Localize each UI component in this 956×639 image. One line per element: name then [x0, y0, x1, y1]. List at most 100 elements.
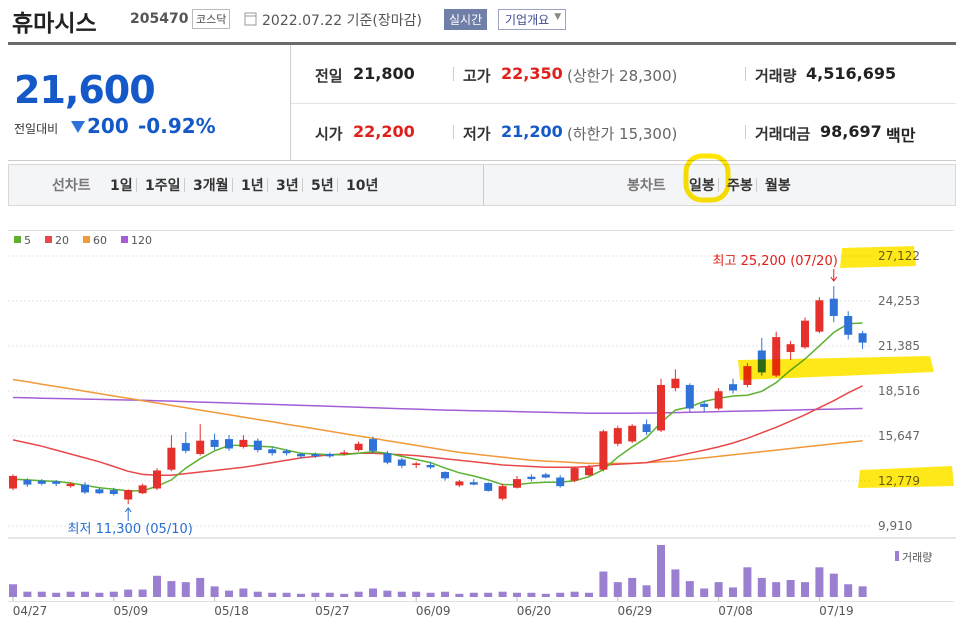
candle-body — [642, 424, 651, 433]
x-tick-label: 05/27 — [315, 604, 350, 618]
period-tab[interactable]: 3개월 — [193, 178, 229, 194]
quote-label: 거래대금 — [755, 125, 811, 143]
realtime-button[interactable]: 실시간 — [444, 9, 488, 30]
volume-bar — [9, 584, 17, 597]
candle-body — [786, 344, 795, 353]
candle-body — [657, 384, 665, 431]
x-tick-label: 07/08 — [718, 604, 753, 618]
toolbar — [8, 164, 956, 206]
candle-body — [844, 315, 853, 335]
candle-body — [498, 486, 507, 499]
volume-bar — [397, 591, 406, 597]
moving-average-line — [12, 322, 863, 492]
candle-body — [441, 472, 449, 479]
quote-separator — [745, 125, 746, 139]
dropdown-arrow: ▼ — [554, 12, 562, 22]
x-tick-label: 07/19 — [819, 604, 854, 618]
candle-body — [685, 384, 694, 409]
header-rule — [8, 42, 956, 45]
volume-bar — [642, 585, 651, 597]
candle-tab[interactable]: 월봉 — [765, 178, 791, 194]
legend-label: 5 — [24, 234, 31, 247]
quote-value: 4,516,695 — [806, 64, 897, 83]
quote-label: 저가 — [463, 125, 491, 143]
candle-chart-label: 봉차트 — [627, 178, 666, 194]
volume-bar — [412, 591, 421, 597]
candle-body — [81, 484, 89, 493]
x-tick-label: 06/29 — [618, 604, 653, 618]
quote-note: (상한가 28,300) — [567, 67, 678, 85]
date-text: 2022.07.22 기준(장마감) — [262, 13, 422, 29]
toolbar-divider — [483, 165, 484, 205]
volume-bar — [541, 593, 550, 597]
volume-bar — [52, 592, 61, 597]
candle-body — [628, 425, 637, 442]
price-change: 200 — [87, 114, 129, 138]
moving-average-line — [12, 396, 863, 414]
period-tab[interactable]: 5년 — [311, 178, 334, 194]
candle-body — [37, 480, 46, 484]
tab-separator — [267, 178, 268, 192]
volume-bar — [786, 580, 795, 597]
legend-label: 거래량 — [902, 551, 932, 564]
y-tick-label: 12,779 — [878, 474, 920, 488]
quote-separator — [453, 125, 454, 139]
company-info-button[interactable]: 기업개요 ▼ — [498, 9, 567, 30]
quote-value: 21,200 — [501, 122, 563, 141]
low-annotation: 최저 11,300 (05/10) — [68, 522, 193, 537]
candle-body — [757, 350, 766, 373]
stock-code: 205470 — [130, 11, 189, 27]
stock-name: 휴마시스 — [12, 11, 97, 37]
y-tick-label: 21,385 — [878, 339, 920, 353]
volume-bar — [354, 591, 363, 597]
quote-label: 고가 — [463, 67, 491, 85]
x-tick-label: 04/27 — [13, 604, 48, 618]
tab-separator — [756, 178, 757, 192]
volume-bar — [484, 592, 493, 597]
x-tick-label: 05/18 — [214, 604, 249, 618]
volume-bar — [253, 591, 262, 597]
legend-swatch — [83, 236, 90, 243]
tab-separator — [136, 178, 137, 192]
quote-unit: 백만 — [886, 126, 916, 145]
period-tab[interactable]: 1년 — [241, 178, 264, 194]
volume-bar — [196, 577, 205, 597]
candle-body — [9, 475, 17, 489]
current-price: 21,600 — [14, 68, 156, 112]
candle-tab[interactable]: 일봉 — [689, 178, 715, 194]
quote-value: 22,200 — [353, 122, 415, 141]
volume-bar — [671, 569, 680, 597]
volume-bar — [225, 590, 233, 597]
candle-body — [109, 490, 118, 494]
period-tab[interactable]: 10년 — [346, 178, 379, 194]
candle-body — [311, 453, 320, 457]
volume-bar — [757, 577, 766, 597]
quote-value: 22,350 — [501, 64, 563, 83]
volume-bar — [844, 584, 853, 597]
volume-bar — [815, 567, 824, 597]
candle-body — [340, 452, 349, 454]
candle-body — [297, 453, 305, 457]
legend-swatch — [895, 551, 899, 561]
legend-label: 60 — [93, 234, 107, 247]
period-tab[interactable]: 1주일 — [145, 178, 181, 194]
candle-body — [196, 440, 205, 454]
tab-separator — [337, 178, 338, 192]
candle-body — [95, 489, 104, 494]
candle-tab[interactable]: 주봉 — [727, 178, 753, 194]
quote-value: 21,800 — [353, 64, 415, 83]
line-chart-label: 선차트 — [52, 178, 91, 194]
volume-bar — [81, 591, 89, 597]
volume-bar — [268, 592, 277, 597]
candle-body — [354, 443, 363, 451]
candle-body — [556, 477, 565, 487]
candle-body — [181, 443, 190, 451]
price-panel — [8, 45, 291, 160]
period-tab[interactable]: 3년 — [276, 178, 299, 194]
quote-value: 98,697 — [820, 122, 882, 141]
volume-bar — [441, 591, 449, 597]
tab-separator — [302, 178, 303, 192]
tab-separator — [718, 178, 719, 192]
period-tab[interactable]: 1일 — [110, 178, 133, 194]
